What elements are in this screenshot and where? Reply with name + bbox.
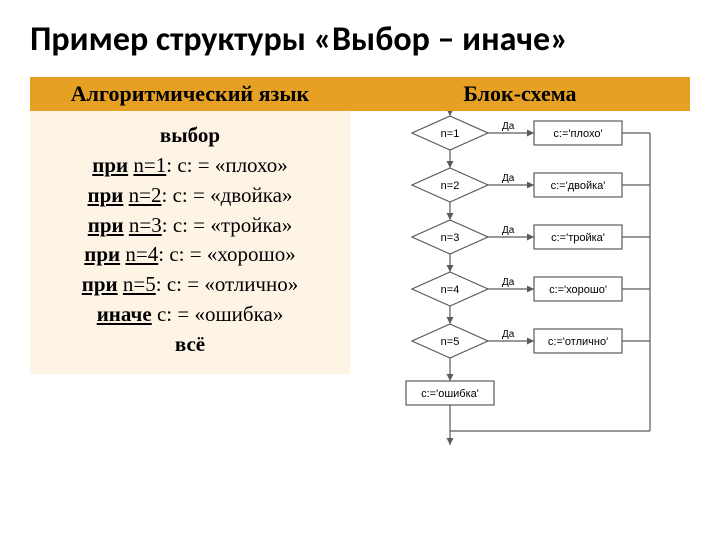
- left-column: Алгоритмический язык выбор при n=1: c: =…: [30, 77, 350, 451]
- algo-text: выбор при n=1: c: = «плохо» при n=2: c: …: [30, 111, 350, 374]
- left-header: Алгоритмический язык: [30, 77, 350, 111]
- svg-text:c:='отлично': c:='отлично': [548, 336, 608, 348]
- algo-kw-end: всё: [175, 332, 205, 356]
- svg-text:c:='плохо': c:='плохо': [553, 128, 602, 140]
- right-column: Блок-схема n=1 n=2 n=3 n=4 n=5 c:='плохо' c:='…: [350, 77, 690, 451]
- svg-text:Да: Да: [502, 121, 515, 132]
- svg-text:c:='хорошо': c:='хорошо': [549, 284, 607, 296]
- algo-res-else: c: = «ошибка»: [157, 302, 283, 326]
- svg-text:Да: Да: [502, 277, 515, 288]
- content-row: Алгоритмический язык выбор при n=1: c: =…: [30, 77, 690, 451]
- slide: Пример структуры «Выбор – иначе» Алгорит…: [0, 0, 720, 540]
- svg-text:c:='двойка': c:='двойка': [551, 180, 606, 192]
- right-header: Блок-схема: [350, 77, 690, 111]
- algo-kw-select: выбор: [160, 123, 220, 147]
- algo-res4: : c: = «хорошо»: [158, 242, 295, 266]
- algo-kw-case4: при: [84, 242, 120, 266]
- algo-kw-case3: при: [88, 213, 124, 237]
- svg-text:Да: Да: [502, 173, 515, 184]
- algo-res2: : c: = «двойка»: [162, 183, 293, 207]
- svg-text:Да: Да: [502, 225, 515, 236]
- svg-text:Да: Да: [502, 329, 515, 340]
- algo-res1: : c: = «плохо»: [166, 153, 287, 177]
- algo-kw-case2: при: [88, 183, 124, 207]
- algo-kw-case1: при: [92, 153, 128, 177]
- algo-kw-case5: при: [82, 272, 118, 296]
- svg-text:c:='ошибка': c:='ошибка': [421, 388, 479, 400]
- svg-text:n=2: n=2: [441, 180, 460, 192]
- svg-text:n=5: n=5: [441, 336, 460, 348]
- svg-text:c:='тройка': c:='тройка': [551, 232, 605, 244]
- svg-text:n=1: n=1: [441, 128, 460, 140]
- svg-text:n=3: n=3: [441, 232, 460, 244]
- algo-kw-else: иначе: [97, 302, 152, 326]
- algo-res5: : c: = «отлично»: [156, 272, 298, 296]
- svg-text:n=4: n=4: [441, 284, 460, 296]
- algo-res3: : c: = «тройка»: [162, 213, 292, 237]
- flowchart-svg: n=1 n=2 n=3 n=4 n=5 c:='плохо' c:='двойка' c:='…: [350, 111, 690, 451]
- slide-title: Пример структуры «Выбор – иначе»: [30, 20, 690, 59]
